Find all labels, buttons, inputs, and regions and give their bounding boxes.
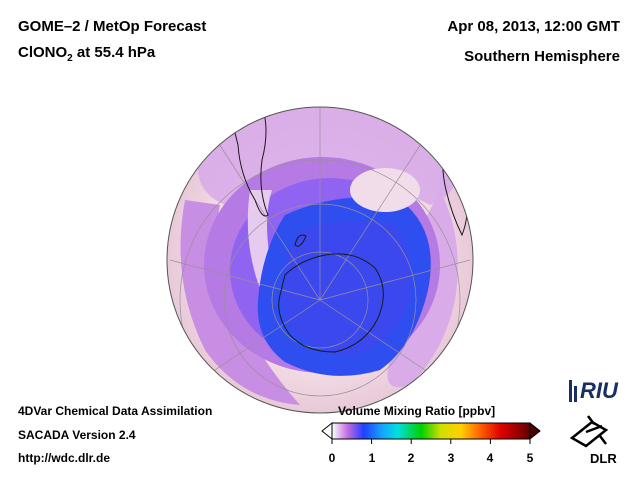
south-america-coastline [224,107,269,217]
colorbar-tick-3: 3 [447,451,455,465]
riu-logo: RIU [569,378,619,403]
species-label: ClONO [18,44,68,61]
footer-version: SACADA Version 2.4 [18,428,136,442]
light-blob [350,168,420,212]
colorbar-tick-2: 2 [407,451,415,465]
colorbar-tick-1: 1 [368,451,376,465]
colorbar-tick-0: 0 [328,451,336,465]
species-subscript: 2 [67,53,73,64]
colorbar [321,421,541,444]
colorbar-gradient [331,422,531,440]
title-line2: ClONO2 at 55.4 hPa [18,44,155,64]
date-label: Apr 08, 2013, 12:00 GMT [447,18,620,35]
colorbar-ticks [331,439,531,444]
globe-rim [166,106,474,414]
colorbar-under-arrow [321,421,333,441]
colorbar-tick-5: 5 [526,451,534,465]
colorbar-over-arrow [529,421,541,441]
title-line1: GOME–2 / MetOp Forecast [18,18,207,35]
dlr-logo-text: DLR [590,451,617,466]
graticule [169,107,471,413]
footer-assimilation: 4DVar Chemical Data Assimilation [18,404,213,418]
riu-logo-text: RIU [580,378,619,403]
footer-url: http://wdc.dlr.de [18,451,110,465]
region-label: Southern Hemisphere [464,48,620,65]
antarctica-coastline [278,234,384,353]
colorbar-tick-4: 4 [486,451,494,465]
dlr-logo [569,415,609,448]
colorbar-title: Volume Mixing Ratio [ppbv] [338,404,496,418]
vortex-core-inner [282,221,413,355]
level-label: at 55.4 hPa [72,44,156,61]
